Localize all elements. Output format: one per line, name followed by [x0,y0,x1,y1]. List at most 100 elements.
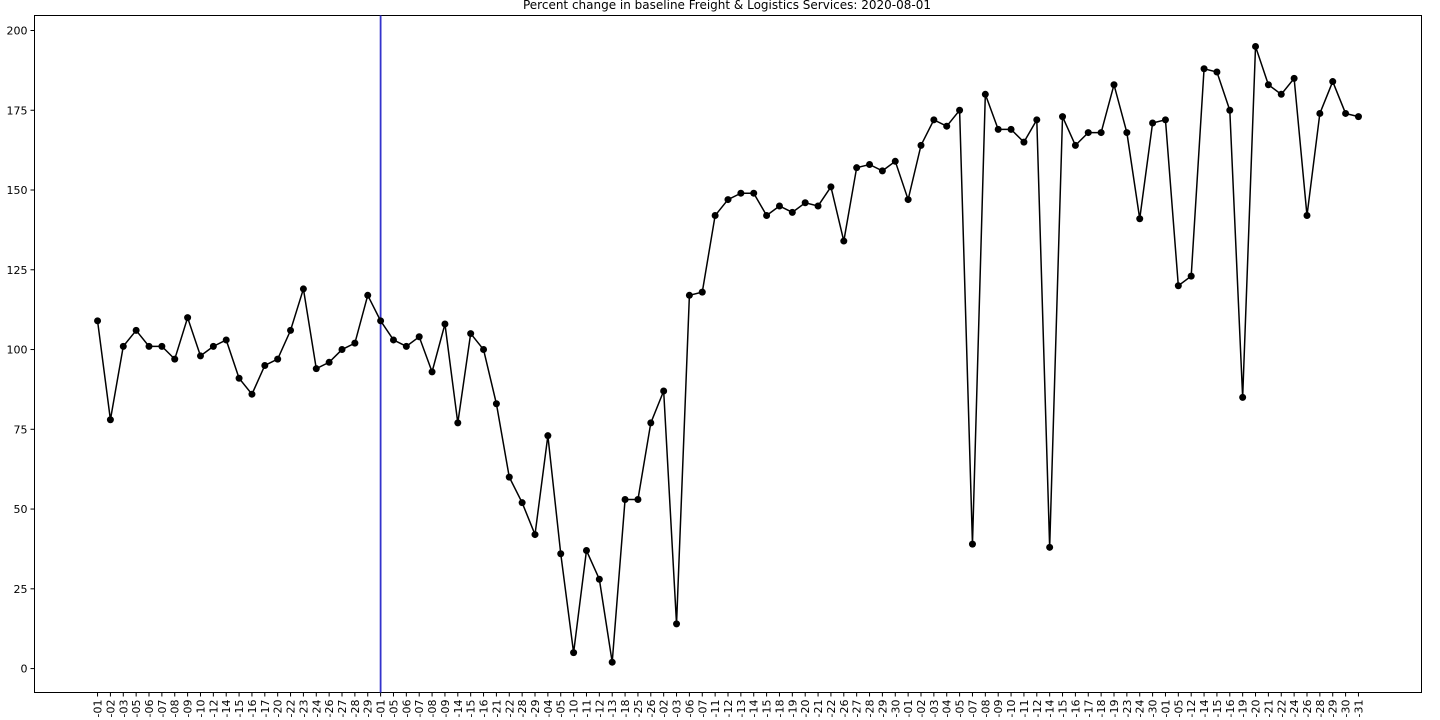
data-point [1161,116,1169,124]
data-point [878,167,886,175]
y-tick-label: 175 [7,104,28,117]
x-tick-label: -03 [117,700,130,718]
data-point [1059,113,1067,121]
x-tick-label: -12 [207,700,220,718]
data-point [1277,90,1285,98]
x-tick-label: -18 [773,700,786,718]
data-point [647,419,655,427]
data-point [1303,212,1311,220]
x-tick-label: -25 [632,700,645,718]
data-point [814,202,822,210]
data-point [943,122,951,130]
x-tick-label: -09 [439,700,452,718]
x-tick-label: -16 [1069,700,1082,718]
x-tick-label: -28 [349,700,362,718]
x-tick-label: -10 [568,700,581,718]
data-point [132,326,140,334]
x-tick-label: -08 [426,700,439,718]
plot-frame [34,15,1422,693]
data-point [1149,119,1157,127]
x-tick-label: -01 [902,700,915,718]
data-point [1187,272,1195,280]
y-tick-label: 75 [14,423,28,436]
x-tick-label: -24 [1288,700,1301,718]
x-tick-label: -07 [156,700,169,718]
x-tick-label: -11 [1018,700,1031,718]
x-tick-label: -12 [593,700,606,718]
x-tick-label: -17 [1082,700,1095,718]
x-tick-label: -02 [915,700,928,718]
data-point [248,390,256,398]
data-point [441,320,449,328]
x-tick-label: -29 [529,700,542,718]
chart-title: Percent change in baseline Freight & Log… [523,0,931,12]
x-tick-label: -26 [838,700,851,718]
x-tick-label: -22 [825,700,838,718]
data-point [1110,81,1118,89]
x-tick-label: -27 [336,700,349,718]
x-tick-label: -29 [362,700,375,718]
x-tick-label: -15 [761,700,774,718]
x-tick-label: -06 [400,700,413,718]
data-point [106,416,114,424]
x-tick-label: -11 [580,700,593,718]
x-tick-label: -29 [876,700,889,718]
x-tick-label: -01 [1159,700,1172,718]
data-point [158,342,166,350]
x-tick-label: -07 [413,700,426,718]
data-point [145,342,153,350]
x-tick-label: -15 [233,700,246,718]
x-tick-label: -30 [1340,700,1353,718]
x-tick-label: -12 [722,700,735,718]
x-tick-label: -15 [465,700,478,718]
data-point [377,317,385,325]
x-tick-label: -14 [452,700,465,718]
x-tick-label: -03 [671,700,684,718]
x-tick-label: -24 [1134,700,1147,718]
x-tick-label: -08 [979,700,992,718]
x-tick-label: -03 [928,700,941,718]
data-point [930,116,938,124]
data-point [1342,109,1350,117]
y-tick-label: 50 [14,503,28,516]
data-point [338,346,346,354]
x-tick-label: -20 [272,700,285,718]
data-point [570,649,578,657]
data-point [531,531,539,539]
x-tick-label: -14 [748,700,761,718]
x-tick-label: -09 [182,700,195,718]
x-tick-label: -28 [1314,700,1327,718]
x-tick-label: -20 [799,700,812,718]
data-point [1200,65,1208,73]
x-tick-label: -20 [1250,700,1263,718]
x-tick-label: -05 [555,700,568,718]
x-tick-label: -16 [1224,700,1237,718]
x-tick-label: -05 [1172,700,1185,718]
x-tick-label: -19 [786,700,799,718]
data-point [1033,116,1041,124]
data-point [389,336,397,344]
data-point [968,540,976,548]
x-tick-label: -30 [1147,700,1160,718]
data-point [827,183,835,191]
y-tick-label: 100 [7,344,28,357]
data-point [287,326,295,334]
data-point [660,387,668,395]
data-point [1020,138,1028,146]
data-point [1084,129,1092,137]
data-point [711,212,719,220]
data-point [595,575,603,583]
data-point [1329,78,1337,86]
x-tick-label: -21 [490,700,503,718]
x-tick-label: -04 [941,700,954,718]
x-tick-label: -16 [478,700,491,718]
x-tick-label: -17 [259,700,272,718]
x-tick-label: -26 [1301,700,1314,718]
x-tick-label: -12 [1185,700,1198,718]
data-point [801,199,809,207]
data-point [775,202,783,210]
x-tick-label: -28 [864,700,877,718]
data-point [274,355,282,363]
x-tick-label: -14 [220,700,233,718]
data-point [1316,109,1324,117]
